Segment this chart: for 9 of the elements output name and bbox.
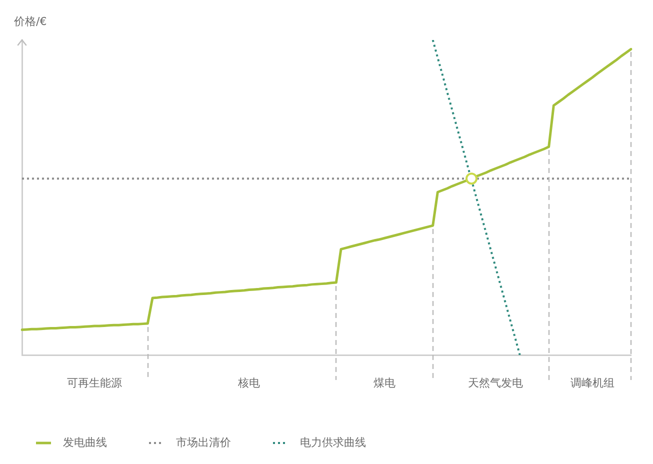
- x-tick-label: 核电: [237, 376, 260, 390]
- x-tick-label: 煤电: [374, 376, 396, 390]
- x-tick-label: 可再生能源: [67, 376, 122, 390]
- x-tick-label: 天然气发电: [468, 376, 524, 390]
- y-axis-title: 价格/€: [13, 14, 47, 28]
- legend-label: 电力供求曲线: [300, 436, 366, 449]
- x-tick-label: 调峰机组: [570, 376, 614, 390]
- legend-label: 市场出清价: [176, 436, 231, 449]
- legend-label: 发电曲线: [63, 436, 107, 449]
